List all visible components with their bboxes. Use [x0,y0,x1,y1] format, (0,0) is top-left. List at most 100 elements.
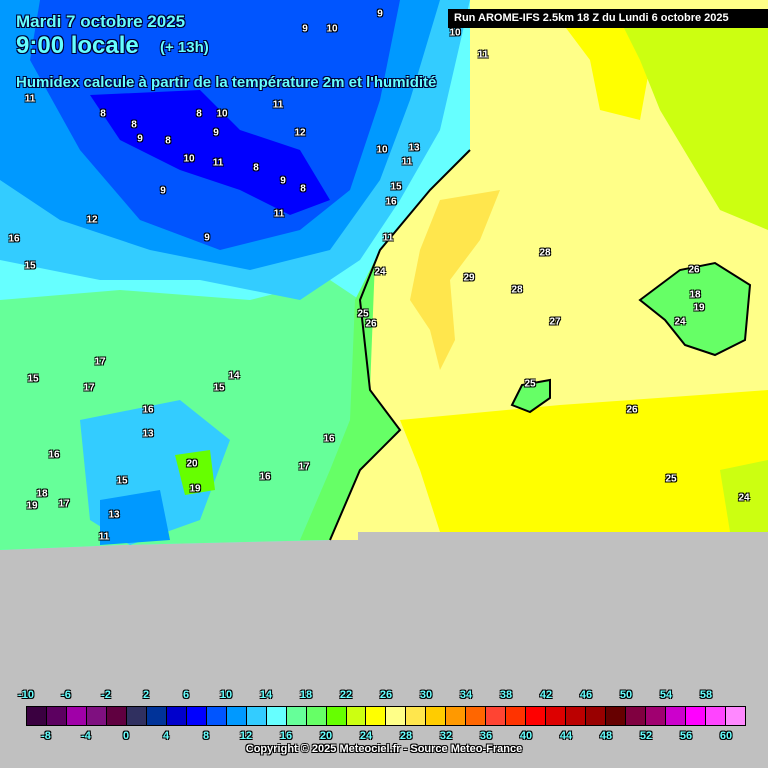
value-label: 11 [98,531,110,543]
value-label: 11 [401,156,413,168]
legend-tick-label: 6 [182,689,190,701]
copyright-text: Copyright © 2025 Meteociel.fr - Source M… [245,743,523,755]
color-scale-swatch [146,707,167,725]
model-run-info: Run AROME-IFS 2.5km 18 Z du Lundi 6 octo… [448,9,768,28]
legend-tick-label: -6 [61,689,71,701]
value-label: 9 [302,23,308,35]
value-label: 8 [300,183,306,195]
sea-green-south [720,460,768,532]
value-label: 8 [165,135,171,147]
value-label: 11 [273,208,285,220]
legend-tick-label: 42 [539,689,553,701]
value-label: 26 [688,264,700,276]
color-scale-swatch [685,707,706,725]
value-label: 9 [160,185,166,197]
legend-tick-label: 56 [679,730,693,742]
forecast-date: Mardi 7 octobre 2025 [16,12,186,31]
legend-tick-label: -8 [41,730,51,742]
value-label: 16 [48,449,60,461]
color-scale-swatch [586,707,607,725]
value-label: 17 [298,461,310,473]
color-scale-swatch [646,707,666,725]
value-label: 26 [626,404,638,416]
land-warm-patch [175,450,215,495]
color-scale-swatch [386,707,407,725]
color-scale-swatch [286,707,307,725]
value-label: 8 [131,119,137,131]
color-scale-swatch [566,707,587,725]
legend-tick-label: 14 [259,689,273,701]
legend-tick-label: 58 [699,689,713,701]
value-label: 29 [463,272,475,284]
value-label: 17 [58,498,70,510]
color-scale-swatch [526,707,547,725]
color-scale-swatch [246,707,267,725]
land-coldest-zone [90,90,330,215]
color-scale-swatch [206,707,227,725]
value-label: 15 [116,475,128,487]
legend-tick-label: 0 [122,730,130,742]
value-label: 9 [204,232,210,244]
legend-tick-label: 28 [399,730,413,742]
legend-tick-label: 10 [219,689,233,701]
value-label: 26 [365,318,377,330]
legend-tick-label: 12 [239,730,253,742]
color-scale-swatch [106,707,127,725]
value-label: 16 [8,233,20,245]
legend-tick-label: 60 [719,730,733,742]
color-scale-swatch [705,707,726,725]
legend-tick-label: 24 [359,730,373,742]
legend-tick-label: 32 [439,730,453,742]
color-scale-swatch [326,707,347,725]
legend-tick-label: 50 [619,689,633,701]
value-label: 11 [382,232,394,244]
forecast-time: 9:00 locale [16,32,139,59]
color-scale-swatch [346,707,367,725]
value-label: 13 [408,142,420,154]
legend-tick-label: 36 [479,730,493,742]
value-label: 16 [385,196,397,208]
color-scale-swatch [166,707,187,725]
value-label: 15 [390,181,402,193]
legend-tick-label: 48 [599,730,613,742]
land-coast-green [300,260,400,540]
map-description: Humidex calcule à partir de la températu… [16,74,437,91]
legend-tick-label: -10 [18,689,34,701]
value-label: 25 [524,378,536,390]
value-label: 24 [738,492,750,504]
value-label: 11 [24,93,36,105]
legend-tick-label: 46 [579,689,593,701]
value-label: 24 [674,316,686,328]
legend-tick-label: 8 [202,730,210,742]
island-small [510,378,551,414]
legend-tick-label: 30 [419,689,433,701]
value-label: 10 [376,144,388,156]
value-label: 24 [374,266,386,278]
color-scale-swatch [666,707,686,725]
value-label: 11 [212,157,224,169]
coastline [329,149,471,541]
value-label: 20 [186,458,198,470]
value-label: 28 [539,247,551,259]
color-scale-swatch [725,707,745,725]
color-scale-swatch [626,707,647,725]
forecast-lead-time: (+ 13h) [160,39,209,56]
legend-tick-label: 20 [319,730,333,742]
color-scale-swatch [186,707,207,725]
value-label: 15 [213,382,225,394]
value-label: 9 [280,175,286,187]
value-label: 18 [36,488,48,500]
value-label: 13 [108,509,120,521]
value-label: 9 [137,133,143,145]
color-scale-swatch [86,707,107,725]
legend-tick-label: 54 [659,689,673,701]
value-label: 16 [142,404,154,416]
legend-tick-label: 22 [339,689,353,701]
value-label: 15 [27,373,39,385]
value-label: 13 [142,428,154,440]
legend-tick-label: 44 [559,730,573,742]
legend-tick-label: 34 [459,689,473,701]
value-label: 16 [259,471,271,483]
